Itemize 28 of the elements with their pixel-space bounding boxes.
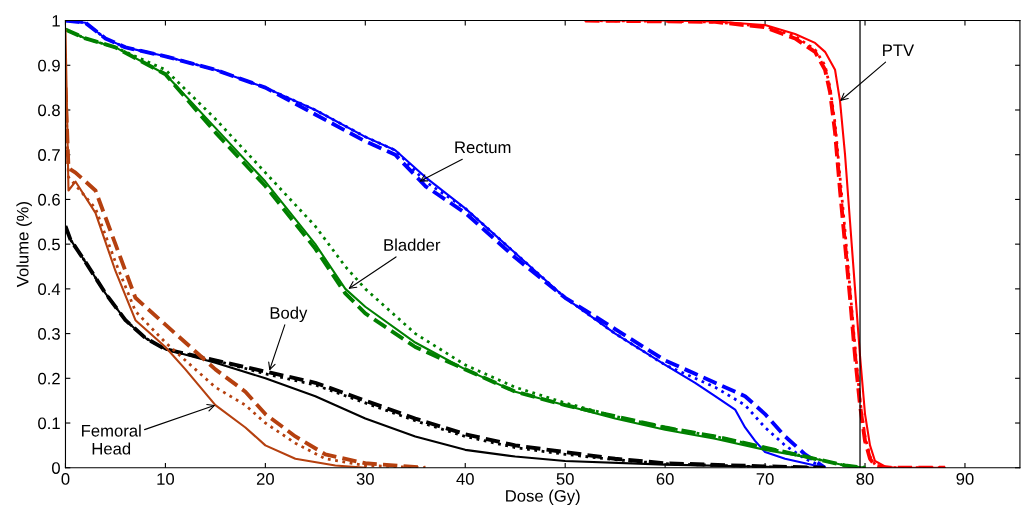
annotation: Bladder xyxy=(384,238,441,251)
y-tick-label: 0.3 xyxy=(38,327,60,340)
annotation: Body xyxy=(270,306,308,323)
y-tick-label: 0.4 xyxy=(38,283,61,296)
x-tick-label: 30 xyxy=(356,473,374,485)
annotation: Rectum xyxy=(455,141,511,154)
x-tick-label: 0 xyxy=(61,473,70,485)
annotation: Femoral Head xyxy=(82,424,141,455)
y-tick-label: 0.9 xyxy=(38,59,60,72)
x-tick-label: 10 xyxy=(157,473,175,485)
x-tick-label: 90 xyxy=(956,473,974,485)
y-tick-label: 0.5 xyxy=(38,238,60,251)
x-axis-title: Dose (Gy) xyxy=(506,489,580,506)
annotation: PTV xyxy=(883,44,915,56)
y-tick-label: 0 xyxy=(51,462,60,474)
y-tick-label: 0.6 xyxy=(38,193,60,206)
x-tick-label: 80 xyxy=(856,473,874,485)
x-tick-label: 50 xyxy=(556,473,574,485)
y-axis-title: Volume (%) xyxy=(16,202,32,288)
x-tick-label: 70 xyxy=(756,473,774,485)
y-tick-label: 1 xyxy=(52,15,60,27)
x-tick-label: 20 xyxy=(256,473,274,485)
y-tick-label: 0.7 xyxy=(38,149,60,161)
y-tick-label: 0.1 xyxy=(38,417,60,430)
x-tick-label: 40 xyxy=(456,473,474,485)
y-tick-label: 0.2 xyxy=(38,372,60,385)
y-tick-label: 0.8 xyxy=(38,104,60,117)
x-tick-label: 60 xyxy=(656,473,674,485)
